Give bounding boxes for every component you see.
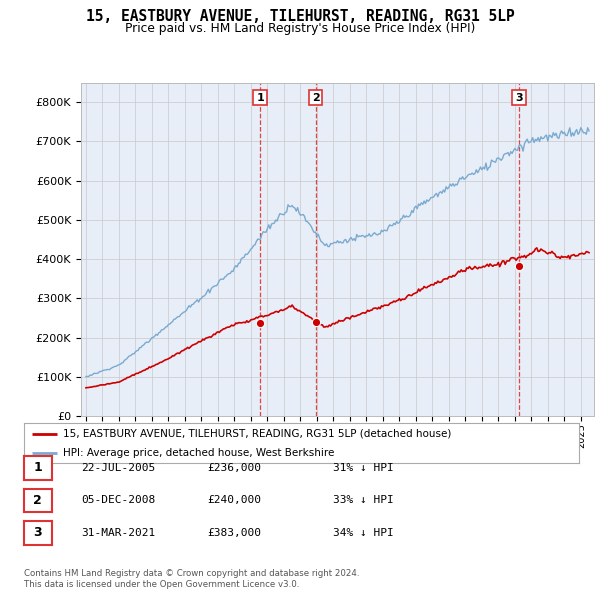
Text: 31% ↓ HPI: 31% ↓ HPI — [333, 463, 394, 473]
Text: Contains HM Land Registry data © Crown copyright and database right 2024.
This d: Contains HM Land Registry data © Crown c… — [24, 569, 359, 589]
Text: Price paid vs. HM Land Registry's House Price Index (HPI): Price paid vs. HM Land Registry's House … — [125, 22, 475, 35]
Text: 15, EASTBURY AVENUE, TILEHURST, READING, RG31 5LP: 15, EASTBURY AVENUE, TILEHURST, READING,… — [86, 9, 514, 24]
Text: 34% ↓ HPI: 34% ↓ HPI — [333, 528, 394, 537]
Text: 31-MAR-2021: 31-MAR-2021 — [81, 528, 155, 537]
Text: 15, EASTBURY AVENUE, TILEHURST, READING, RG31 5LP (detached house): 15, EASTBURY AVENUE, TILEHURST, READING,… — [63, 429, 451, 439]
Text: 22-JUL-2005: 22-JUL-2005 — [81, 463, 155, 473]
Text: 3: 3 — [34, 526, 42, 539]
Text: 3: 3 — [515, 93, 523, 103]
Text: £383,000: £383,000 — [207, 528, 261, 537]
Text: 2: 2 — [34, 494, 42, 507]
Text: HPI: Average price, detached house, West Berkshire: HPI: Average price, detached house, West… — [63, 448, 334, 458]
Text: £236,000: £236,000 — [207, 463, 261, 473]
Text: 2: 2 — [311, 93, 319, 103]
Text: £240,000: £240,000 — [207, 496, 261, 505]
Text: 1: 1 — [256, 93, 264, 103]
Text: 33% ↓ HPI: 33% ↓ HPI — [333, 496, 394, 505]
Text: 1: 1 — [34, 461, 42, 474]
Text: 05-DEC-2008: 05-DEC-2008 — [81, 496, 155, 505]
